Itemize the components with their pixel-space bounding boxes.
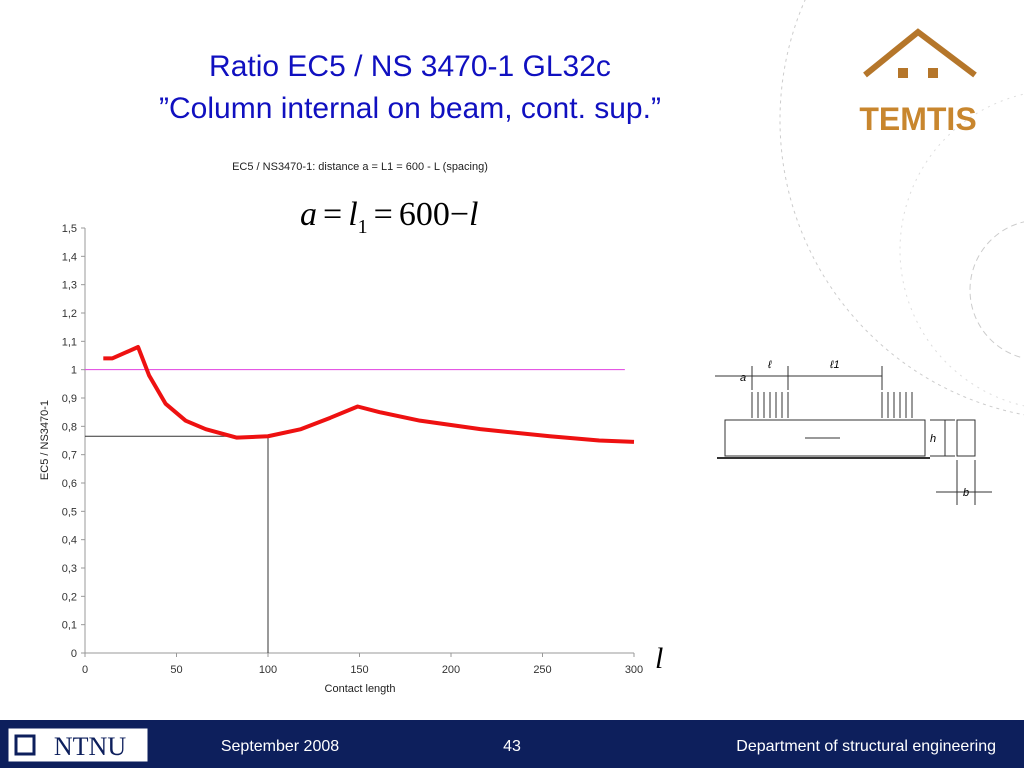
y-tick-label: 1,4 bbox=[62, 251, 77, 263]
y-tick-label: 0,2 bbox=[62, 591, 77, 603]
x-tick-label: 200 bbox=[442, 664, 460, 676]
formula-part: l bbox=[348, 196, 357, 233]
y-tick-label: 0,5 bbox=[62, 506, 77, 518]
formula-part: = bbox=[323, 196, 342, 233]
chart-subtitle: EC5 / NS3470-1: distance a = L1 = 600 - … bbox=[232, 161, 488, 173]
logo-roof bbox=[863, 28, 977, 78]
y-tick-label: 0 bbox=[71, 648, 77, 660]
footer-date: September 2008 bbox=[221, 738, 339, 755]
footer-bar bbox=[0, 720, 1024, 768]
x-tick-label: 50 bbox=[170, 664, 182, 676]
footer-logo: NTNU bbox=[54, 732, 126, 761]
diagram-label: b bbox=[963, 487, 969, 499]
x-tick-label: 100 bbox=[259, 664, 277, 676]
footer-page: 43 bbox=[503, 738, 521, 755]
logo-text: TEMTIS bbox=[859, 101, 976, 137]
diagram-label: a bbox=[740, 372, 746, 384]
x-tick-label: 250 bbox=[533, 664, 551, 676]
y-tick-label: 1,2 bbox=[62, 308, 77, 320]
y-tick-label: 1,1 bbox=[62, 336, 77, 348]
beam-diagram bbox=[715, 366, 992, 505]
diagram-label: h bbox=[930, 433, 936, 445]
title: Ratio EC5 / NS 3470-1 GL32c bbox=[209, 50, 611, 83]
decor bbox=[779, 0, 1024, 416]
y-tick-label: 0,3 bbox=[62, 563, 77, 575]
series-line bbox=[103, 345, 635, 444]
y-tick-label: 0,4 bbox=[62, 535, 77, 547]
y-tick-label: 0,8 bbox=[62, 421, 77, 433]
y-tick-label: 0,7 bbox=[62, 450, 77, 462]
footer-dept: Department of structural engineering bbox=[736, 738, 996, 755]
logo-window bbox=[928, 68, 938, 78]
formula-part: = bbox=[374, 196, 393, 233]
y-tick-label: 0,9 bbox=[62, 393, 77, 405]
formula-part: 1 bbox=[358, 216, 368, 238]
footer-logo-mark bbox=[14, 734, 36, 756]
formula-part: 600 bbox=[399, 196, 450, 233]
formula: a = l1 = 600−l bbox=[300, 196, 478, 238]
logo-window bbox=[898, 68, 908, 78]
x-tick-label: 0 bbox=[82, 664, 88, 676]
diagram-label: ℓ bbox=[767, 359, 772, 371]
title: ”Column internal on beam, cont. sup.” bbox=[159, 92, 661, 125]
x-axis-label: Contact length bbox=[325, 683, 396, 695]
x-tick-label: 300 bbox=[625, 664, 643, 676]
footer-logo-box bbox=[7, 727, 149, 763]
formula-part: a bbox=[300, 196, 317, 233]
y-tick-label: 1,5 bbox=[62, 223, 77, 235]
y-axis-label: EC5 / NS3470-1 bbox=[39, 400, 51, 480]
formula-part: l bbox=[469, 196, 478, 233]
diagram-label: ℓ1 bbox=[829, 359, 840, 371]
y-tick-label: 1 bbox=[71, 365, 77, 377]
decor bbox=[899, 93, 1024, 407]
formula-part: − bbox=[450, 196, 469, 233]
y-tick-label: 1,3 bbox=[62, 280, 77, 292]
y-tick-label: 0,1 bbox=[62, 620, 77, 632]
axis-symbol: l bbox=[655, 642, 663, 675]
y-tick-label: 0,6 bbox=[62, 478, 77, 490]
decor bbox=[969, 221, 1024, 359]
x-tick-label: 150 bbox=[350, 664, 368, 676]
